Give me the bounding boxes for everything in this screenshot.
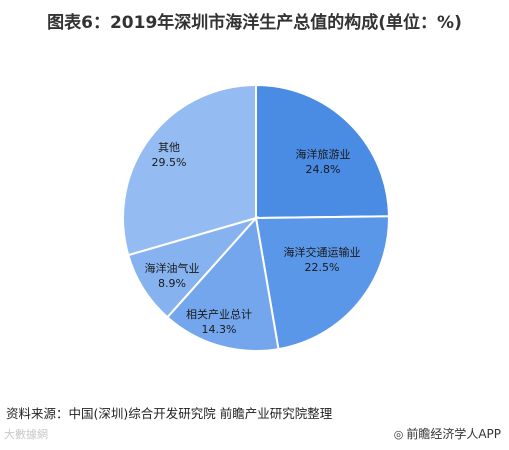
slice-ocean-transport: [254, 215, 390, 351]
source-note: 资料来源：中国(深圳)综合开发研究院 前瞻产业研究院整理: [6, 406, 333, 421]
pie-labels: 海洋旅游业 24.8% 海洋交通运输业 22.5% 相关产业总计 14.3% 海洋油气业 8.…: [145, 141, 361, 336]
slice-value-label: 29.5%: [152, 156, 187, 169]
pie-slices: [121, 83, 391, 352]
slice-label: 海洋交通运输业: [284, 245, 361, 259]
chart-title: 图表6：2019年深圳市海洋生产总值的构成(单位：%): [47, 13, 462, 33]
slice-other: [121, 83, 257, 257]
slice-ocean-tourism: [255, 83, 391, 220]
slice-value-label: 8.9%: [158, 277, 186, 290]
brand-text: 前瞻经济学人APP: [406, 427, 501, 441]
slice-label: 相关产业总计: [186, 307, 252, 321]
slice-value-label: 24.8%: [306, 163, 341, 176]
slice-label: 海洋油气业: [145, 261, 200, 275]
watermark-logo: 大數據網: [4, 428, 48, 441]
brand-icon: ◎: [393, 428, 404, 441]
slice-related-industries: [166, 215, 280, 352]
slice-label: 其他: [158, 141, 180, 154]
slice-value-label: 22.5%: [305, 261, 340, 274]
slice-value-label: 14.3%: [202, 323, 237, 336]
brand-footer: ◎ 前瞻经济学人APP: [394, 425, 501, 442]
slice-label: 海洋旅游业: [296, 147, 351, 161]
